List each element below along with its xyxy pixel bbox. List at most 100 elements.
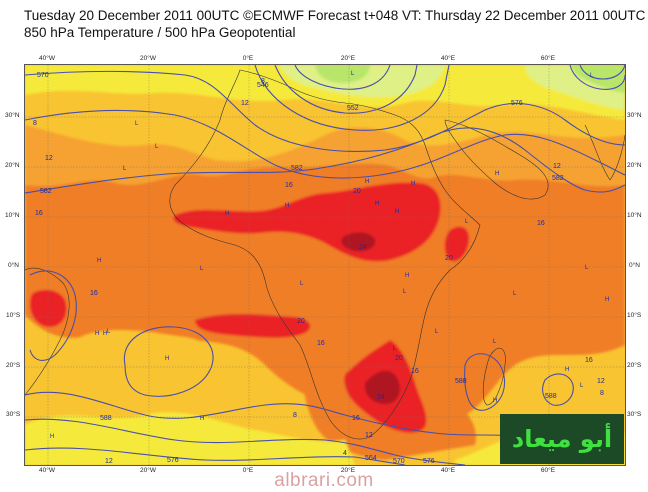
temp-label-16-brazil: 16 (90, 290, 98, 297)
coast-africa (169, 69, 481, 440)
low-marker-atlantic: L (123, 166, 127, 172)
temp-zone-darkred-chad (341, 232, 376, 252)
contour-582-south (25, 418, 466, 465)
temp-label-20-angola: 20 (297, 318, 305, 325)
temp-label-8-south: 8 (293, 412, 297, 419)
title-line-2: 850 hPa Temperature / 500 hPa Geopotenti… (24, 25, 296, 40)
contour-570 (25, 70, 625, 152)
low-marker-congo: L (300, 281, 304, 287)
lon-label-20e-bottom: 20°E (340, 467, 356, 474)
temp-zone-yellow-south (25, 412, 355, 465)
temp-label-16-southeast: 16 (585, 357, 593, 364)
contour-588-south (25, 391, 526, 438)
geopotential-contour-labels: 570 582 582 552 576 582 588 576 564 570 … (37, 72, 564, 465)
lat-label-30s-left: 30°S (6, 411, 21, 418)
temp-zone-red-horn (444, 226, 470, 262)
lon-label-0e-top: 0°E (242, 55, 254, 62)
low-marker-north-center: L (351, 71, 355, 77)
geo-label-576-south: 576 (167, 457, 179, 464)
lon-label-40w-top: 40°W (39, 55, 55, 62)
lat-label-20n-right: 20°N (627, 162, 642, 169)
geo-label-576-southeast: 576 (423, 458, 435, 465)
temp-label-16-cape: 16 (352, 415, 360, 422)
lon-label-20e-top: 20°E (340, 55, 356, 62)
low-marker-kenya: L (403, 289, 407, 295)
lat-label-0n-left: 0°N (8, 262, 19, 269)
geo-label-582-atlantic: 582 (40, 188, 52, 195)
temp-label-16-india: 16 (537, 220, 545, 227)
coast-madagascar (482, 347, 506, 406)
temp-label-12-north: 12 (241, 100, 249, 107)
temp-label-8-west: 8 (33, 120, 37, 127)
contour-madagascar-east (464, 353, 505, 411)
pressure-markers: H H H H H H H H H H H H H H H H H L L L … (50, 71, 609, 440)
geo-label-564-south: 564 (365, 455, 377, 462)
map-title: Tuesday 20 December 2011 00UTC ©ECMWF Fo… (24, 7, 645, 41)
contour-north-center (294, 65, 391, 90)
high-marker-sahel-1: H (225, 211, 229, 217)
high-marker-arabia: H (495, 171, 499, 177)
lat-label-30s-right: 30°S (627, 411, 642, 418)
contour-552 (274, 65, 418, 114)
lon-label-40w-bottom: 40°W (39, 467, 55, 474)
map-canvas: 8 12 16 20 24 24 20 20 16 20 16 16 12 4 … (25, 65, 625, 465)
temp-label-20-horn: 20 (445, 255, 453, 262)
temp-label-8-north: 8 (261, 78, 265, 85)
low-marker-north-2: L (155, 144, 159, 150)
temp-zone-red-angola (195, 313, 311, 338)
high-marker-southeast: H (565, 367, 569, 373)
lat-label-10s-left: 10°S (6, 312, 21, 319)
contour-582 (25, 127, 625, 194)
lat-label-10n-left: 10°N (5, 212, 20, 219)
high-marker-egypt: H (411, 181, 415, 187)
coastlines (25, 69, 625, 440)
geo-label-588-south: 588 (100, 415, 112, 422)
geo-label-588-madagascar: 588 (455, 378, 467, 385)
high-marker-sudan: H (395, 209, 399, 215)
lat-label-20s-right: 20°S (627, 362, 642, 369)
lon-label-0e-bottom: 0°E (242, 467, 254, 474)
geopotential-contours (25, 65, 625, 465)
coast-brazil (25, 267, 70, 396)
temp-label-4-south: 4 (343, 450, 347, 457)
temp-label-20-mozambique: 20 (395, 355, 403, 362)
high-marker-atl-2: H (103, 331, 107, 337)
high-marker-congo: H (405, 273, 409, 279)
lat-label-30n-right: 30°N (627, 112, 642, 119)
temp-zone-lightgreen-core (315, 65, 370, 83)
temp-label-12-west: 12 (45, 155, 53, 162)
temp-label-20-sahara: 20 (353, 188, 361, 195)
contour-high-ne (569, 65, 625, 90)
temp-label-16-angola: 16 (317, 340, 325, 347)
temp-label-16-atlantic: 16 (35, 210, 43, 217)
temp-label-12-southatl: 12 (105, 458, 113, 465)
temp-zone-orange-main (25, 163, 625, 428)
temperature-contour-labels: 8 12 16 20 24 24 20 20 16 20 16 16 12 4 … (33, 78, 605, 465)
geo-label-570-west: 570 (37, 72, 49, 79)
high-marker-west: H (97, 258, 101, 264)
temp-zone-yelloworange-atlantic (61, 330, 219, 407)
low-marker-brazil: L (107, 329, 111, 335)
high-marker-atl-3: H (165, 356, 169, 362)
lat-label-20n-left: 20°N (5, 162, 20, 169)
title-line-1: Tuesday 20 December 2011 00UTC ©ECMWF Fo… (24, 8, 646, 23)
coast-india (584, 124, 625, 181)
temp-label-24-south: 24 (377, 394, 385, 401)
lon-label-60e-top: 60°E (540, 55, 556, 62)
high-marker-atl-1: H (95, 331, 99, 337)
contour-brazil (29, 270, 77, 361)
lon-label-40e-top: 40°E (440, 55, 456, 62)
low-marker-ne: L (590, 73, 594, 79)
watermark-site[interactable]: albrari.com (274, 470, 374, 491)
high-marker-southwest: H (50, 434, 54, 440)
high-marker-sahara: H (365, 179, 369, 185)
geo-label-570-south: 570 (393, 458, 405, 465)
temp-label-8-southeast: 8 (600, 390, 604, 397)
contour-588-south-atlantic (123, 326, 214, 397)
temp-zone-darkred-kalahari (364, 370, 400, 405)
low-marker-horn: L (465, 219, 469, 225)
watermark-logo: أبو ميعاد (500, 414, 624, 464)
low-marker-zambia: L (393, 346, 397, 352)
contour-low-se (542, 373, 574, 406)
high-marker-atl-4: H (200, 416, 204, 422)
